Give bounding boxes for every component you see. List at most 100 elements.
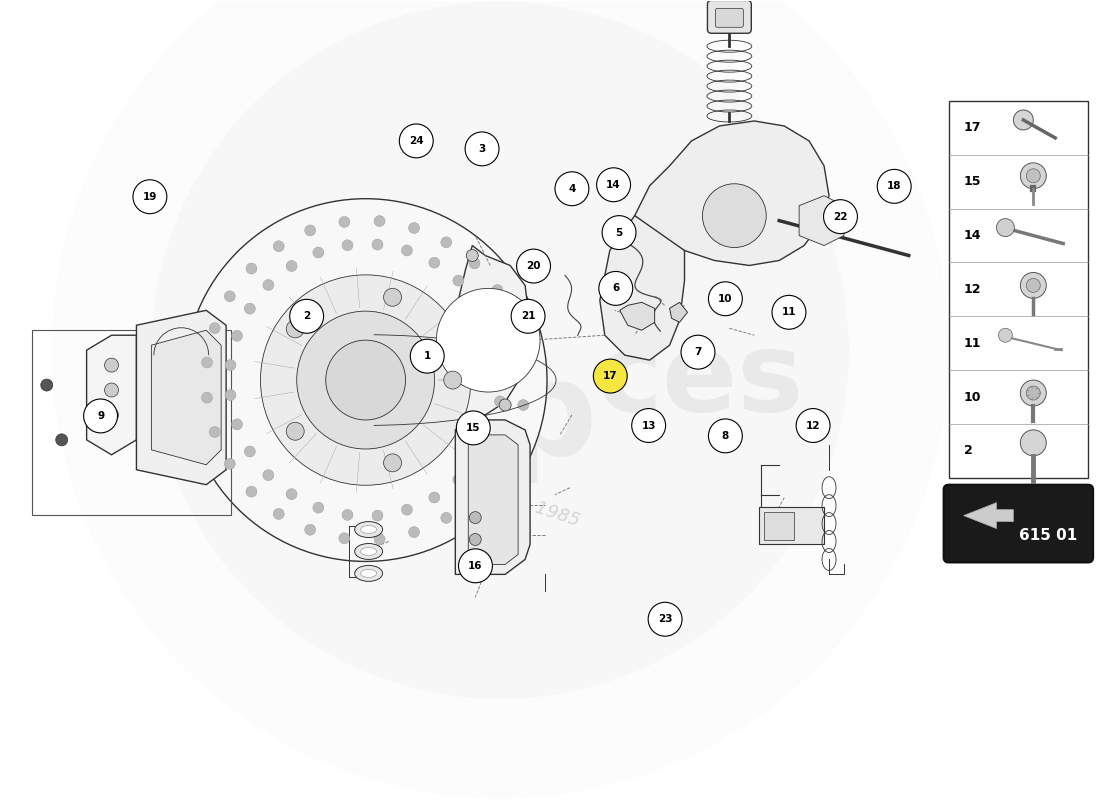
Circle shape [286, 261, 297, 271]
Text: 10: 10 [718, 294, 733, 304]
Circle shape [437, 288, 540, 392]
Circle shape [244, 303, 255, 314]
Circle shape [598, 271, 632, 306]
Text: 5: 5 [615, 227, 623, 238]
Circle shape [456, 411, 491, 445]
Circle shape [372, 510, 383, 521]
Circle shape [133, 180, 167, 214]
Circle shape [52, 0, 948, 798]
Text: 18: 18 [887, 182, 902, 191]
Text: 17: 17 [964, 122, 981, 134]
Text: 12: 12 [806, 421, 821, 430]
Text: 14: 14 [964, 229, 981, 242]
Circle shape [486, 425, 497, 436]
Text: 7: 7 [694, 347, 702, 357]
Text: 20: 20 [526, 261, 541, 271]
Circle shape [408, 222, 419, 234]
Circle shape [297, 311, 434, 449]
Circle shape [453, 474, 464, 485]
Circle shape [499, 399, 512, 411]
Circle shape [201, 392, 212, 403]
Circle shape [473, 451, 483, 462]
Bar [948, 101, 1088, 478]
Circle shape [312, 247, 323, 258]
Circle shape [512, 299, 544, 334]
Circle shape [273, 241, 284, 252]
Circle shape [384, 454, 402, 472]
Text: 11: 11 [964, 337, 981, 350]
Text: 16: 16 [469, 561, 483, 571]
Circle shape [596, 168, 630, 202]
Circle shape [209, 426, 220, 438]
Text: eur: eur [276, 326, 485, 434]
Circle shape [878, 170, 911, 203]
Circle shape [708, 419, 742, 453]
Polygon shape [87, 335, 136, 455]
Circle shape [152, 2, 849, 699]
Text: 21: 21 [520, 311, 536, 322]
Circle shape [104, 383, 119, 397]
Circle shape [517, 249, 550, 283]
Circle shape [508, 316, 519, 326]
Circle shape [997, 218, 1014, 237]
Circle shape [231, 419, 242, 430]
Circle shape [470, 512, 481, 523]
Circle shape [104, 408, 119, 422]
Circle shape [602, 216, 636, 250]
Text: 19: 19 [143, 192, 157, 202]
Circle shape [429, 257, 440, 268]
Circle shape [209, 322, 220, 334]
Text: 9: 9 [97, 411, 104, 421]
Circle shape [305, 524, 316, 535]
Text: 24: 24 [409, 136, 424, 146]
Text: 6: 6 [612, 283, 619, 294]
FancyBboxPatch shape [707, 0, 751, 34]
Text: 4: 4 [569, 184, 575, 194]
Polygon shape [670, 302, 688, 322]
Text: p: p [503, 357, 597, 483]
Circle shape [104, 358, 119, 372]
Circle shape [305, 225, 316, 236]
Circle shape [289, 299, 323, 334]
Circle shape [1026, 169, 1041, 182]
Circle shape [1026, 278, 1041, 292]
Text: 10: 10 [964, 390, 981, 403]
Circle shape [1021, 430, 1046, 456]
Text: 2: 2 [302, 311, 310, 322]
Circle shape [374, 534, 385, 545]
Ellipse shape [354, 522, 383, 538]
Polygon shape [635, 121, 829, 266]
Ellipse shape [361, 547, 376, 555]
Circle shape [593, 359, 627, 393]
Polygon shape [152, 330, 221, 465]
Text: a passion for parts since 1985: a passion for parts since 1985 [318, 429, 582, 530]
Polygon shape [136, 310, 227, 485]
Circle shape [399, 124, 433, 158]
Bar [764, 512, 794, 539]
Text: 22: 22 [833, 212, 848, 222]
Circle shape [518, 399, 529, 410]
Text: 615 01: 615 01 [1019, 528, 1077, 543]
Circle shape [492, 285, 503, 295]
Text: 8: 8 [722, 431, 729, 441]
Circle shape [469, 258, 480, 269]
Circle shape [312, 502, 323, 513]
Circle shape [185, 198, 547, 562]
Text: ces: ces [596, 326, 803, 434]
Circle shape [1026, 386, 1041, 400]
Circle shape [263, 470, 274, 481]
Circle shape [410, 339, 444, 373]
Text: 13: 13 [641, 421, 656, 430]
Text: 23: 23 [658, 614, 672, 624]
Circle shape [703, 184, 767, 247]
Circle shape [556, 172, 588, 206]
Circle shape [226, 359, 235, 370]
Text: 3: 3 [478, 144, 486, 154]
Circle shape [495, 354, 506, 364]
Circle shape [224, 291, 235, 302]
Circle shape [226, 390, 235, 401]
Circle shape [441, 512, 452, 523]
Circle shape [473, 298, 483, 309]
Circle shape [492, 465, 503, 475]
Circle shape [56, 434, 68, 446]
